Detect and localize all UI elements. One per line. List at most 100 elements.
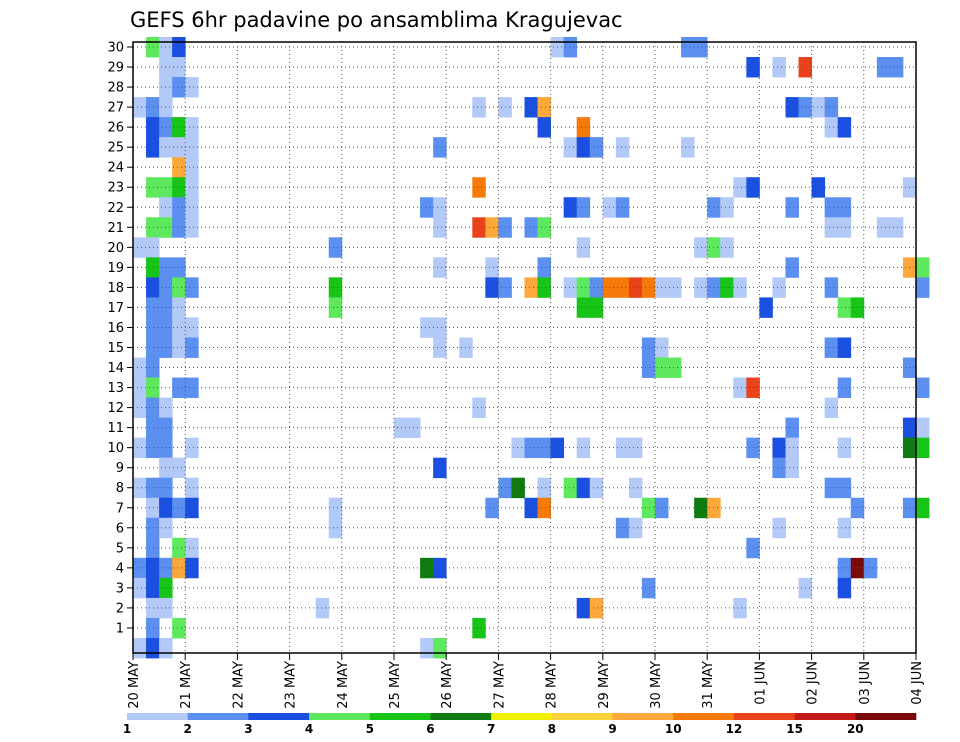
heatmap-cell: [641, 497, 656, 519]
x-tick-label: 23 MAY: [284, 661, 299, 709]
x-tick-label: 01 JUN: [753, 661, 768, 705]
heatmap-cell: [824, 117, 839, 138]
heatmap-cell: [720, 197, 734, 218]
heatmap-cell: [185, 477, 199, 499]
heatmap-cell: [576, 597, 591, 619]
heatmap-cell: [681, 137, 695, 158]
heatmap-cell: [537, 217, 551, 238]
heatmap-cell: [146, 537, 160, 559]
heatmap-cell: [472, 177, 486, 198]
colorbar-swatch: [673, 713, 735, 720]
heatmap-cell: [537, 117, 551, 138]
heatmap-cell: [811, 177, 826, 198]
heatmap-cell: [824, 397, 839, 419]
heatmap-cell: [185, 157, 199, 178]
heatmap-cell: [694, 237, 708, 258]
heatmap-cell: [537, 477, 551, 499]
y-tick-label: 2: [116, 601, 124, 616]
heatmap-cell: [889, 217, 904, 238]
heatmap-cell: [576, 117, 591, 138]
y-tick-label: 29: [107, 61, 124, 76]
heatmap-cell: [172, 317, 186, 338]
heatmap-cell: [133, 477, 147, 499]
y-tick-label: 30: [107, 41, 124, 56]
heatmap-cell: [524, 277, 538, 298]
heatmap-cell: [146, 357, 160, 378]
heatmap-cell: [172, 557, 186, 579]
x-tick-label: 20 MAY: [127, 661, 142, 709]
heatmap-cell: [537, 257, 551, 278]
colorbar-label: 1: [123, 722, 131, 736]
heatmap-cell: [420, 637, 434, 659]
heatmap-cell: [433, 457, 447, 479]
heatmap-cell: [433, 317, 447, 338]
heatmap-cell: [733, 177, 747, 198]
x-tick-label: 03 JUN: [858, 661, 873, 705]
heatmap-cell: [172, 257, 186, 278]
heatmap-cell: [133, 397, 147, 419]
heatmap-cell: [524, 437, 538, 459]
heatmap-cell: [824, 97, 839, 118]
heatmap-cell: [576, 437, 591, 459]
y-tick-label: 1: [116, 621, 124, 636]
heatmap-cell: [641, 577, 656, 599]
heatmap-cell: [394, 417, 408, 439]
heatmap-cell: [916, 497, 930, 519]
heatmap-cell: [576, 237, 591, 258]
heatmap-cell: [824, 337, 839, 358]
heatmap-cell: [172, 457, 186, 479]
heatmap-cell: [146, 217, 160, 238]
heatmap-cell: [146, 397, 160, 419]
heatmap-cell: [185, 377, 199, 398]
colorbar-swatch: [612, 713, 674, 720]
heatmap-cell: [772, 57, 786, 78]
heatmap-cell: [563, 197, 578, 218]
heatmap-cell: [916, 257, 930, 278]
heatmap-cell: [328, 517, 343, 539]
heatmap-cell: [720, 277, 734, 298]
heatmap-cell: [759, 297, 773, 318]
heatmap-cell: [785, 197, 799, 218]
heatmap-cell: [837, 197, 852, 218]
heatmap-cell: [172, 297, 186, 318]
heatmap-cell: [785, 257, 799, 278]
heatmap-cell: [785, 417, 799, 439]
heatmap-cell: [146, 377, 160, 398]
heatmap-cell: [589, 477, 604, 499]
heatmap-cell: [615, 197, 630, 218]
heatmap-cell: [876, 217, 891, 238]
x-tick-label: 04 JUN: [910, 661, 925, 705]
y-tick-label: 23: [107, 181, 124, 196]
heatmap-cell: [133, 577, 147, 599]
heatmap-cell: [172, 377, 186, 398]
colorbar-label: 10: [665, 722, 682, 736]
heatmap-cell: [785, 457, 799, 479]
colorbar-label: 2: [184, 722, 192, 736]
heatmap-cell: [916, 417, 930, 439]
colorbar-swatch: [187, 713, 249, 720]
heatmap-cell: [146, 317, 160, 338]
heatmap-cell: [185, 177, 199, 198]
heatmap-cell: [615, 277, 630, 298]
heatmap-cell: [185, 197, 199, 218]
heatmap-cell: [146, 497, 160, 519]
y-tick-label: 5: [116, 541, 124, 556]
heatmap-cell: [328, 297, 343, 318]
heatmap-cell: [615, 437, 630, 459]
x-tick-label: 02 JUN: [806, 661, 821, 705]
heatmap-cell: [511, 477, 525, 499]
heatmap-cell: [537, 497, 551, 519]
heatmap-cell: [485, 277, 499, 298]
heatmap-cell: [172, 617, 186, 639]
colorbar-legend: 1 2 3 4 5 6 7 8 9 10 12 15 20: [123, 713, 917, 736]
heatmap-cell: [772, 457, 786, 479]
x-tick-label: 22 MAY: [231, 661, 246, 709]
heatmap-cell: [916, 377, 930, 398]
heatmap-cell: [146, 117, 160, 138]
y-tick-label: 8: [116, 481, 124, 496]
heatmap-cell: [172, 36, 186, 58]
heatmap-cell: [146, 277, 160, 298]
y-tick-label: 17: [107, 301, 124, 316]
heatmap-cell: [524, 217, 538, 238]
heatmap-cell: [837, 557, 852, 579]
